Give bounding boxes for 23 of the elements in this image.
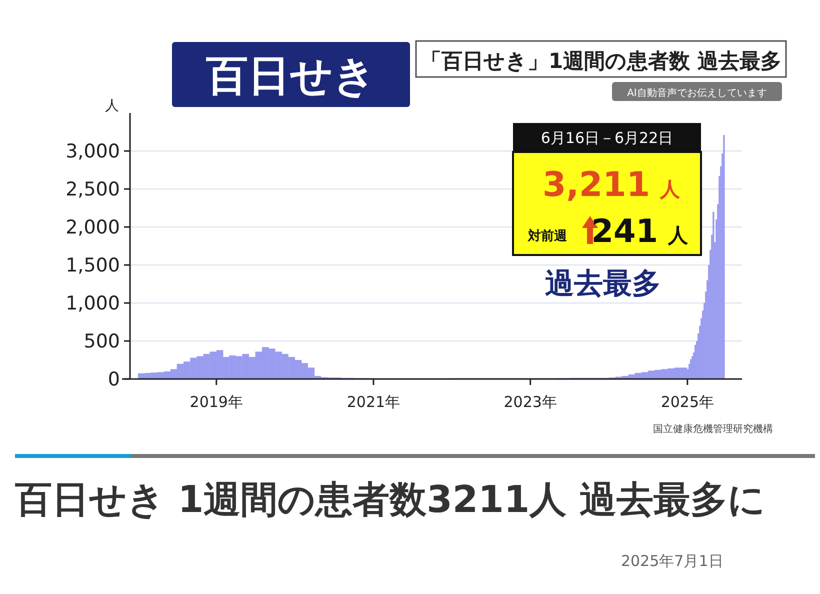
y-tick-label: 0 [108,368,120,391]
y-tick-label: 1,500 [66,254,120,277]
y-tick-label: 500 [84,330,120,353]
annotation: 対前週 [527,228,568,244]
annotation: 過去最多 [545,266,661,300]
x-tick-label: 2021年 [346,393,400,411]
x-tick-label: 2025年 [660,393,714,411]
annotation: 3,211 人 [542,165,681,205]
chart-subtitle: 「百日せき」1週間の患者数 過去最多 [420,49,782,73]
annotation: 6月16日－6月22日 [540,129,674,147]
annotation: 241 人 [591,212,689,250]
y-tick-label: 2,500 [66,178,120,201]
chart-title: 百日せき [205,51,376,100]
text: 百日せき 1週間の患者数3211人 過去最多に [15,477,766,523]
y-tick-label: 2,000 [66,216,120,239]
y-tick-label: 3,000 [66,140,120,163]
text: AI自動音声でお伝えしています [627,87,767,99]
text: 国立健康危機管理研究機構 [653,423,773,435]
y-axis-title: 人 [105,98,119,114]
x-tick-label: 2019年 [190,393,243,411]
y-tick-label: 1,000 [66,292,120,315]
text: 2025年7月1日 [621,552,724,571]
x-tick-label: 2023年 [504,393,557,411]
